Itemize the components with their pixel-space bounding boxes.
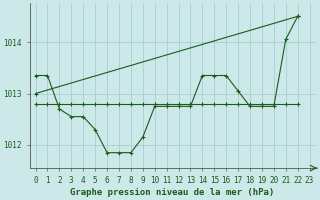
X-axis label: Graphe pression niveau de la mer (hPa): Graphe pression niveau de la mer (hPa): [70, 188, 275, 197]
